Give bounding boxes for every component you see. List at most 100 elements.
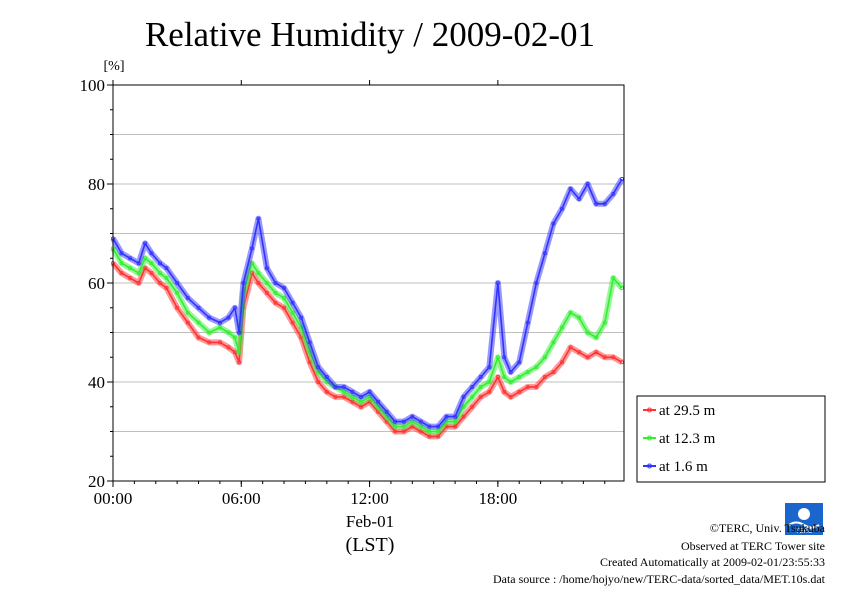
data-point [217,325,222,330]
data-point [508,379,513,384]
data-point [568,345,573,350]
data-point [619,360,624,365]
footer-source: Data source : /home/hojyo/new/TERC-data/… [493,572,826,586]
legend-marker [647,407,652,413]
series-lines [110,177,625,440]
data-point [341,384,346,389]
data-point [359,399,364,404]
legend-marker [647,435,652,441]
data-point [237,360,242,365]
data-point [427,424,432,429]
logo-text: TERC [796,529,813,535]
data-point [207,330,212,335]
data-point [158,261,163,266]
data-point [568,310,573,315]
data-point [149,251,154,256]
data-point [175,305,180,310]
data-point [585,355,590,360]
data-point [453,424,458,429]
data-point [534,365,539,370]
legend-label: at 1.6 m [659,459,708,475]
data-point [226,330,231,335]
data-point [119,271,124,276]
data-point [577,196,582,201]
data-point [232,335,237,340]
x-tick-label: 00:00 [94,489,133,508]
footer-created: Created Automatically at 2009-02-01/23:5… [600,555,825,569]
series-line-0 [112,262,623,438]
data-point [453,419,458,424]
data-point [478,384,483,389]
data-point [164,266,169,271]
data-point [470,394,475,399]
data-point [226,345,231,350]
data-point [594,350,599,355]
data-point [393,429,398,434]
data-point [495,375,500,380]
y-tick-label: 80 [88,175,105,194]
data-point [128,266,133,271]
data-point [290,310,295,315]
data-point [143,241,148,246]
data-point [282,295,287,300]
data-point [611,355,616,360]
data-point [290,300,295,305]
data-point [282,285,287,290]
data-point [517,360,522,365]
data-point [241,280,246,285]
data-point [461,394,466,399]
legend-label: at 12.3 m [659,431,716,447]
data-point [401,429,406,434]
data-point [534,280,539,285]
data-point [525,370,530,375]
data-point [376,399,381,404]
data-point [316,379,321,384]
data-point [559,206,564,211]
data-point [136,280,141,285]
data-point [594,335,599,340]
data-point [324,389,329,394]
data-point [185,320,190,325]
data-point [502,355,507,360]
data-point [435,424,440,429]
data-point [384,409,389,414]
series-line-2 [112,178,623,428]
axis-ticks: 20 40 60 80 100 00:00 06:00 12:00 18:00 [80,76,606,508]
data-point [164,285,169,290]
data-point [427,434,432,439]
footer-copyright: ©TERC, Univ. Tsukuba [710,521,826,535]
data-point [461,414,466,419]
data-point [585,330,590,335]
data-point [470,384,475,389]
data-point [517,375,522,380]
data-point [359,404,364,409]
x-tick-label: 12:00 [350,489,389,508]
data-point [611,191,616,196]
data-point [299,315,304,320]
data-point [487,365,492,370]
data-point [237,330,242,335]
data-point [551,221,556,226]
chart-title: Relative Humidity / 2009-02-01 [145,15,595,54]
data-point [611,276,616,281]
data-point [619,177,624,182]
data-point [264,290,269,295]
legend-label: at 29.5 m [659,403,716,419]
data-point [196,335,201,340]
logo-drop-icon [798,508,810,520]
legend-box [636,395,826,483]
data-point [478,394,483,399]
data-point [602,201,607,206]
data-point [185,310,190,315]
data-point [273,290,278,295]
data-point [367,389,372,394]
data-point [559,325,564,330]
data-point [559,360,564,365]
data-point [594,201,599,206]
data-point [324,375,329,380]
data-point [542,355,547,360]
data-point [232,305,237,310]
data-point [502,389,507,394]
data-point [175,290,180,295]
